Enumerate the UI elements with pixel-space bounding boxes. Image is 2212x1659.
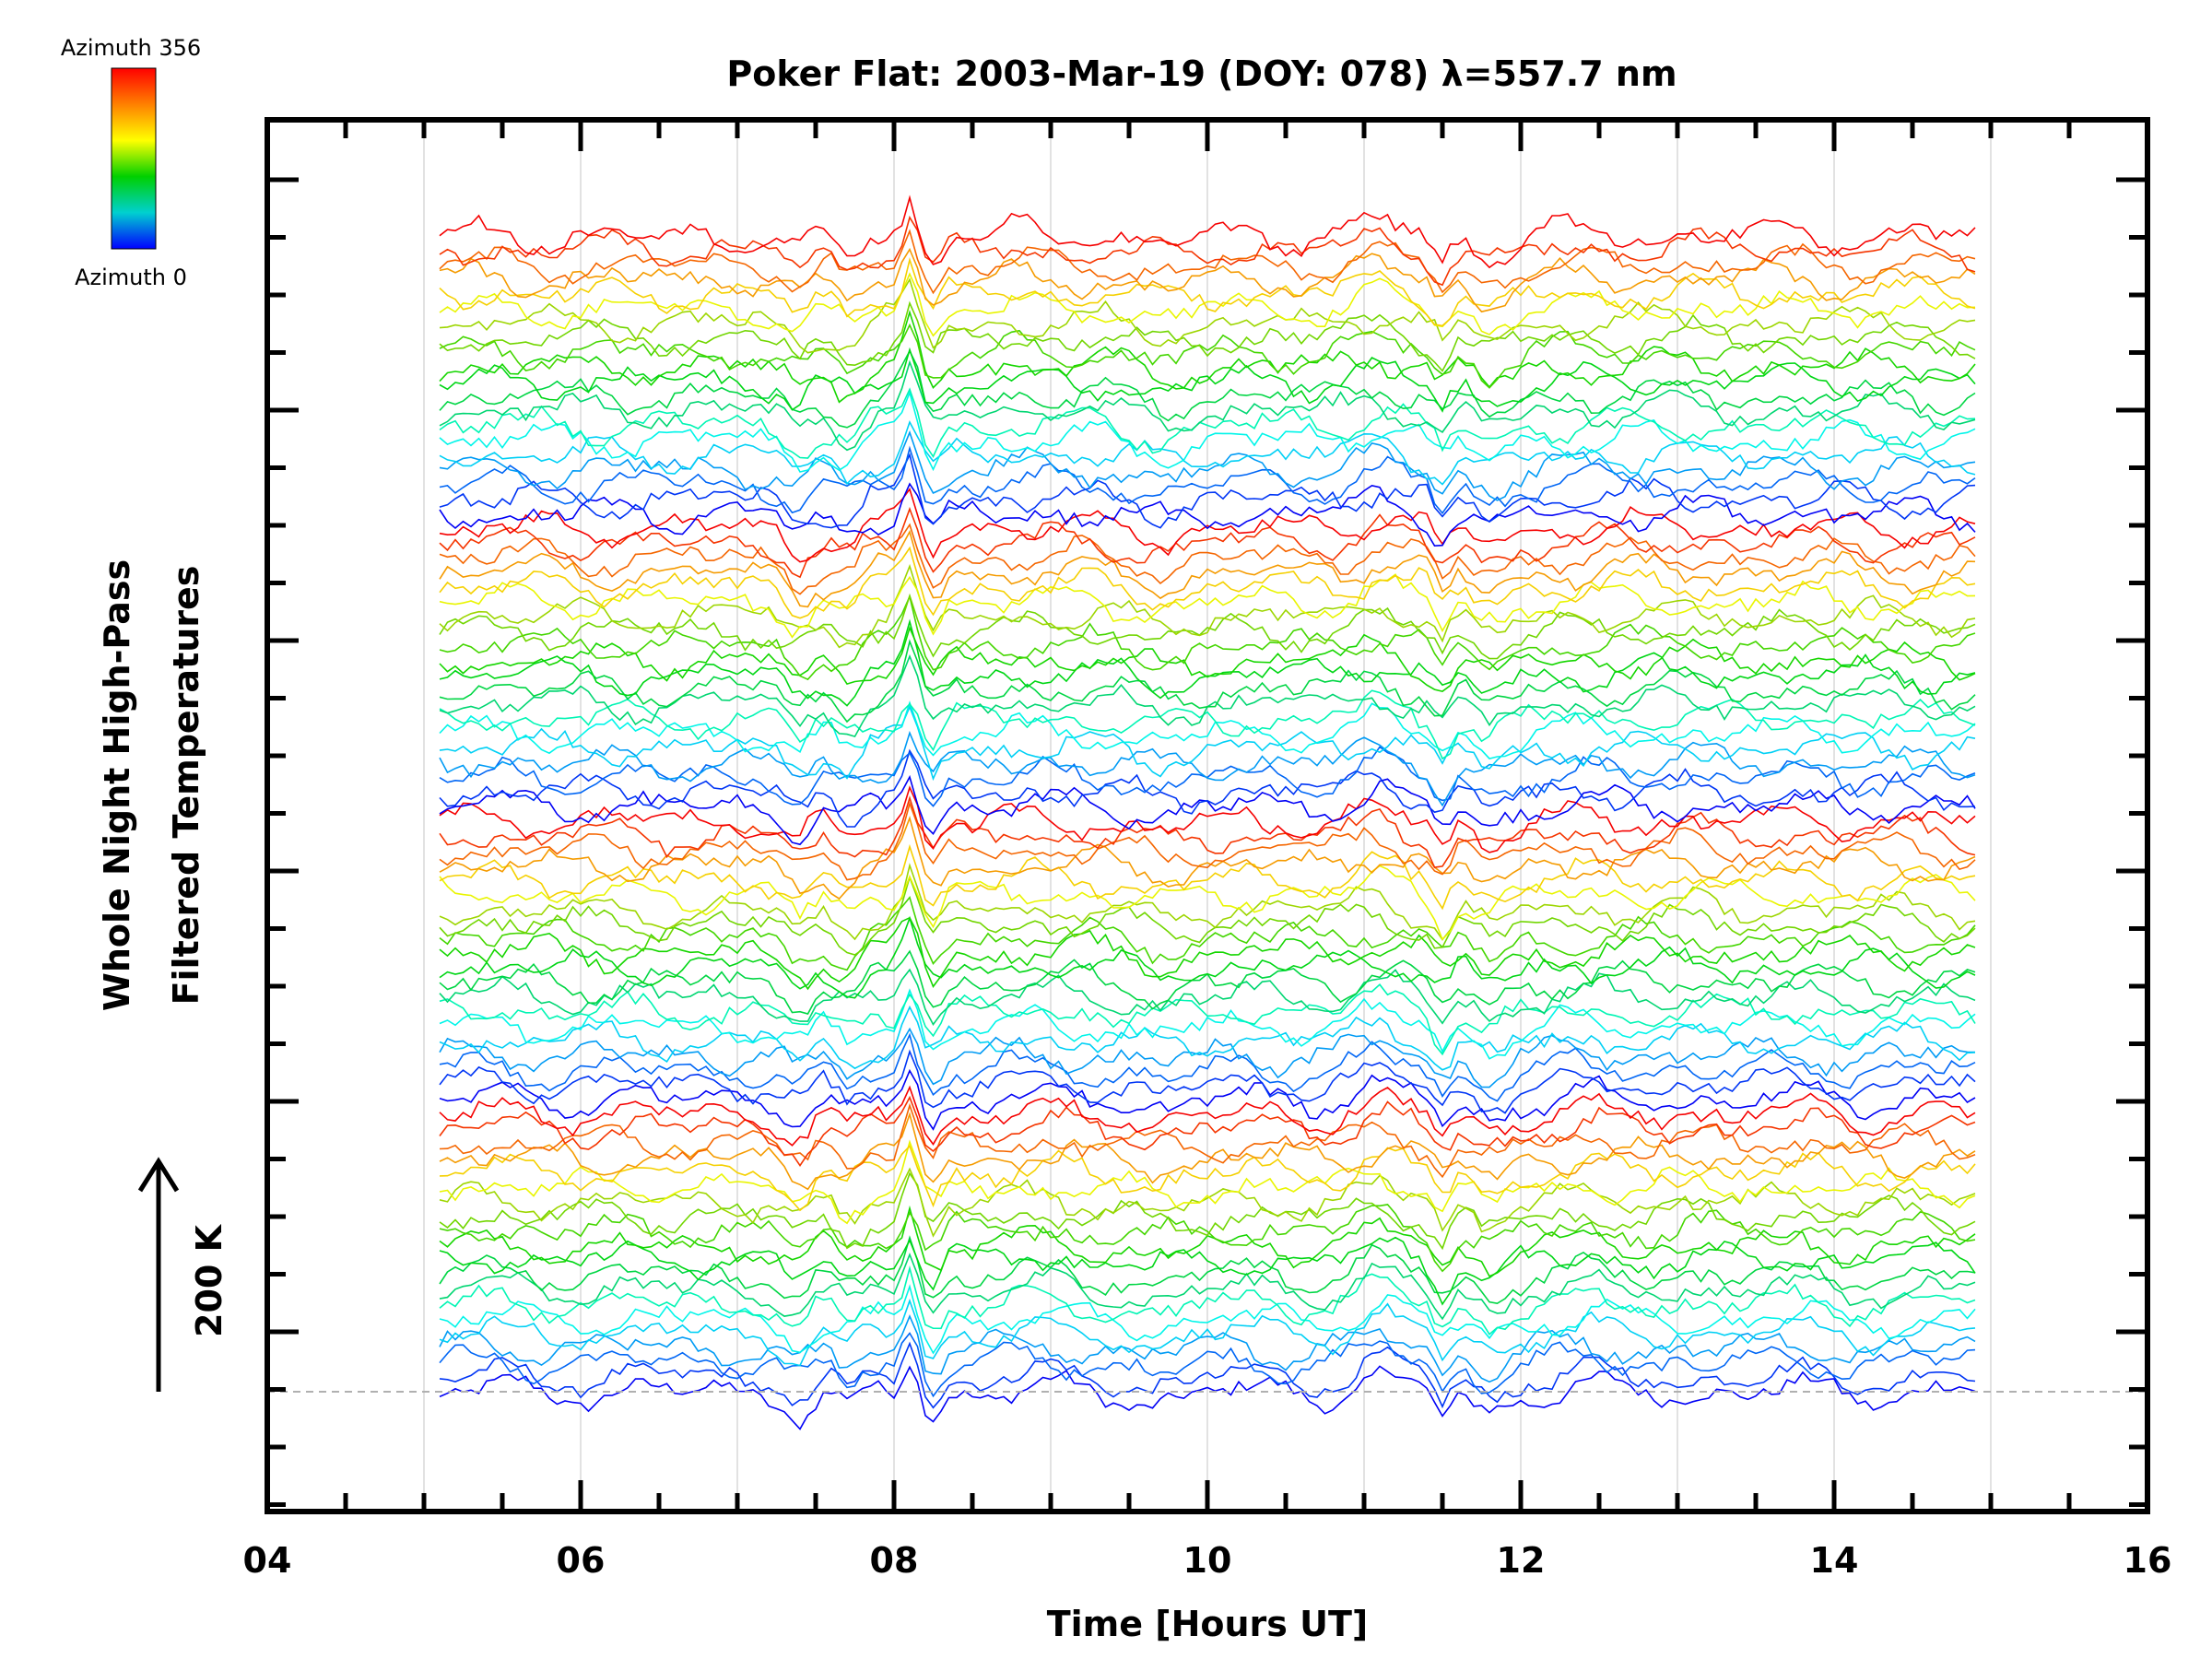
trace-line xyxy=(439,1314,1976,1383)
x-tick-label: 08 xyxy=(870,1540,919,1581)
trace-line xyxy=(439,916,1976,991)
trace-line xyxy=(439,700,1976,759)
trace-line xyxy=(439,445,1976,515)
trace-line xyxy=(439,523,1976,595)
trace-line xyxy=(439,310,1976,404)
trace-line xyxy=(439,968,1976,1026)
x-tick-label: 12 xyxy=(1497,1540,1546,1581)
x-tick-label: 10 xyxy=(1183,1540,1232,1581)
y-axis-label-line-2: Filtered Temperatures xyxy=(166,566,206,1006)
trace-line xyxy=(439,1265,1976,1335)
trace-line xyxy=(439,387,1976,459)
trace-line xyxy=(439,563,1976,649)
trace-line xyxy=(439,875,1976,956)
trace-line xyxy=(439,529,1976,608)
trace-line xyxy=(439,215,1976,287)
trace-line xyxy=(439,689,1976,760)
trace-line xyxy=(439,1139,1976,1225)
trace-line xyxy=(439,277,1976,354)
trace-line xyxy=(439,704,1976,782)
trace-line xyxy=(439,1145,1976,1212)
trace-line xyxy=(439,1204,1976,1273)
trace-line xyxy=(439,1112,1976,1191)
trace-line xyxy=(439,593,1976,660)
trace-line xyxy=(439,1027,1976,1088)
trace-line xyxy=(439,194,1976,269)
trace-line xyxy=(439,863,1976,941)
trace-line xyxy=(439,1068,1976,1131)
colorbar-bottom-label: Azimuth 0 xyxy=(75,265,187,290)
trace-line xyxy=(439,983,1976,1056)
colorbar-top-label: Azimuth 356 xyxy=(61,35,201,61)
trace-line xyxy=(439,359,1976,452)
trace-line xyxy=(439,272,1976,337)
trace-line xyxy=(439,639,1976,724)
x-ticks: 04 06 08 10 12 14 16 xyxy=(243,120,2172,1581)
scale-bar-label: 200 K xyxy=(189,1223,229,1337)
trace-line xyxy=(439,546,1976,619)
trace-line xyxy=(439,1171,1976,1251)
x-tick-label: 04 xyxy=(243,1540,292,1581)
trace-line xyxy=(439,453,1976,529)
trace-line xyxy=(439,618,1976,707)
trace-line xyxy=(439,390,1976,473)
trace-line xyxy=(439,1341,1976,1409)
colorbar: Azimuth 356 Azimuth 0 xyxy=(61,35,201,290)
trace-line xyxy=(439,1284,1976,1355)
trace-line xyxy=(439,229,1976,295)
trace-line xyxy=(439,1167,1976,1238)
trace-line xyxy=(439,988,1976,1060)
trace-line xyxy=(439,1332,1976,1398)
trace-line xyxy=(439,247,1976,313)
x-tick-label: 06 xyxy=(557,1540,606,1581)
trace-line xyxy=(439,896,1976,971)
trace-line xyxy=(439,785,1976,853)
trace-line xyxy=(439,748,1976,828)
scale-arrow-head xyxy=(137,1157,180,1193)
y-axis-label-line-1: Whole Night High-Pass xyxy=(97,559,137,1011)
trace-line xyxy=(439,1102,1976,1179)
trace-line xyxy=(439,1049,1976,1114)
trace-line xyxy=(439,419,1976,486)
trace-line xyxy=(439,1005,1976,1071)
trace-line xyxy=(439,323,1976,389)
trace-line xyxy=(439,1253,1976,1321)
trace-line xyxy=(439,573,1976,639)
y-ticks xyxy=(267,177,2147,1507)
trace-line xyxy=(439,1235,1976,1305)
trace-line xyxy=(439,1298,1976,1367)
trace-line xyxy=(439,730,1976,807)
trace-line xyxy=(439,506,1976,579)
trace-line xyxy=(439,1085,1976,1147)
trace-line xyxy=(439,300,1976,372)
x-axis-label: Time [Hours UT] xyxy=(1047,1604,1369,1644)
trace-line xyxy=(439,1236,1976,1306)
trace-line xyxy=(439,915,1976,999)
trace-line xyxy=(439,347,1976,413)
trace-line xyxy=(439,625,1976,692)
colorbar-gradient xyxy=(111,67,157,250)
trace-line xyxy=(439,843,1976,911)
trace-line xyxy=(439,594,1976,681)
scale-bar: 200 K xyxy=(137,1157,229,1392)
trace-line xyxy=(439,801,1976,881)
x-tick-label: 14 xyxy=(1810,1540,1859,1581)
trace-line xyxy=(439,256,1976,327)
trace-line xyxy=(439,816,1976,900)
trace-line xyxy=(439,1032,1976,1102)
x-tick-label: 16 xyxy=(2124,1540,2172,1581)
trace-line xyxy=(439,349,1976,429)
chart-title: Poker Flat: 2003-Mar-19 (DOY: 078) λ=557… xyxy=(726,53,1677,94)
trace-line xyxy=(439,482,1976,547)
trace-line xyxy=(439,865,1976,941)
trace-line xyxy=(439,1095,1976,1168)
